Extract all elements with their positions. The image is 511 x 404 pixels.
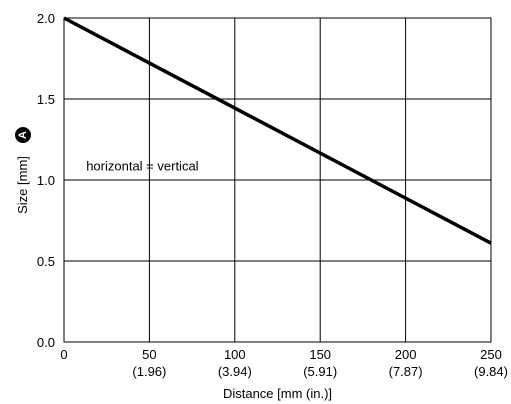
y-axis-title-group: Size [mm] A [15,127,31,214]
y-axis-title: Size [mm] [15,156,30,214]
x-tick-sublabel: (9.84) [474,364,508,379]
y-tick-label: 1.0 [37,173,55,188]
y-tick-label: 0.5 [37,254,55,269]
x-tick-label: 0 [60,347,67,362]
svg-text:A: A [17,131,29,139]
x-tick-label: 200 [395,347,417,362]
series-layer [63,16,492,245]
plot-frame [63,17,492,343]
annotation-label: horizontal = vertical [86,158,198,173]
y-tick-labels: 0.0 0.5 1.0 1.5 2.0 [37,11,55,350]
y-tick-label: 0.0 [37,335,55,350]
dimension-marker-a-icon: A [15,127,31,143]
x-tick-label: 150 [309,347,331,362]
y-tick-label: 1.5 [37,92,55,107]
x-tick-sublabel: (7.87) [389,364,423,379]
x-tick-label: 50 [142,347,156,362]
x-tick-label: 250 [480,347,502,362]
x-tick-label: 100 [224,347,246,362]
x-axis-title: Distance [mm (in.)] [223,386,332,401]
grid [63,17,492,343]
y-tick-label: 2.0 [37,11,55,26]
x-tick-sublabel: (5.91) [303,364,337,379]
x-tick-sublabel: (1.96) [132,364,166,379]
x-tick-labels: 0 50 (1.96) 100 (3.94) 150 (5.91) 200 (7.87) 250 (… [60,347,508,379]
x-tick-sublabel: (3.94) [218,364,252,379]
series-line [63,16,492,245]
